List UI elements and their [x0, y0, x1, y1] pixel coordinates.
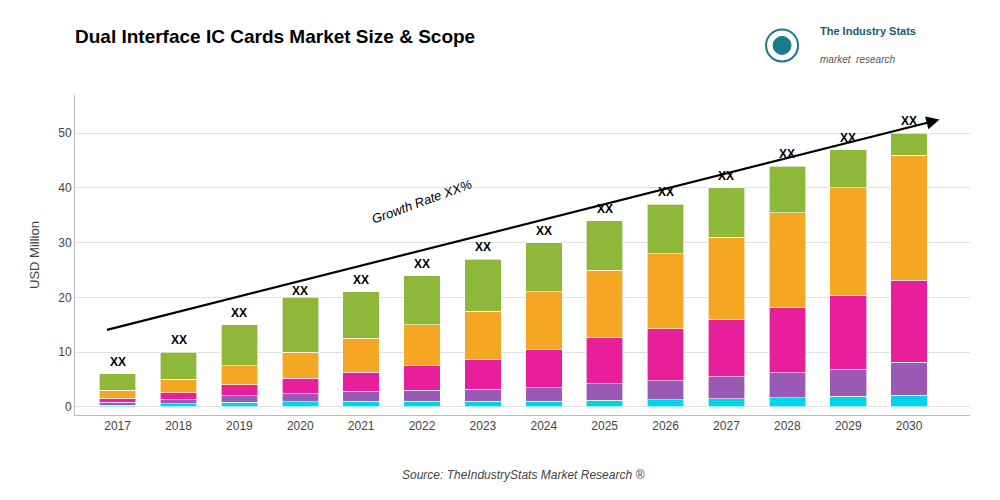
svg-text:USD Million: USD Million [27, 221, 42, 289]
svg-text:XX: XX [475, 240, 491, 254]
svg-text:Dual Interface IC Cards Market: Dual Interface IC Cards Market Size & Sc… [75, 26, 475, 47]
svg-text:2019: 2019 [226, 419, 253, 433]
svg-text:XX: XX [718, 169, 734, 183]
svg-text:2026: 2026 [652, 419, 679, 433]
svg-text:2027: 2027 [713, 419, 740, 433]
svg-text:XX: XX [658, 185, 674, 199]
svg-text:2023: 2023 [470, 419, 497, 433]
svg-text:2025: 2025 [591, 419, 618, 433]
svg-text:2017: 2017 [104, 419, 131, 433]
svg-text:Growth Rate XX%: Growth Rate XX% [370, 176, 474, 226]
svg-text:2021: 2021 [348, 419, 375, 433]
svg-text:2028: 2028 [774, 419, 801, 433]
svg-text:2022: 2022 [409, 419, 436, 433]
svg-text:2018: 2018 [165, 419, 192, 433]
svg-text:XX: XX [779, 147, 795, 161]
svg-text:2030: 2030 [896, 419, 923, 433]
svg-text:XX: XX [353, 273, 369, 287]
svg-text:30: 30 [58, 236, 72, 250]
svg-text:XX: XX [901, 114, 917, 128]
svg-text:Source: TheIndustryStats Marke: Source: TheIndustryStats Market Research… [402, 468, 644, 482]
svg-text:2024: 2024 [530, 419, 557, 433]
svg-text:40: 40 [58, 181, 72, 195]
svg-text:20: 20 [58, 291, 72, 305]
svg-text:0: 0 [65, 400, 72, 414]
svg-text:2020: 2020 [287, 419, 314, 433]
svg-text:XX: XX [536, 224, 552, 238]
svg-text:10: 10 [58, 345, 72, 359]
svg-text:XX: XX [292, 284, 308, 298]
svg-text:XX: XX [840, 131, 856, 145]
svg-text:XX: XX [597, 202, 613, 216]
svg-text:XX: XX [231, 306, 247, 320]
svg-text:XX: XX [171, 333, 187, 347]
svg-text:2029: 2029 [835, 419, 862, 433]
svg-text:50: 50 [58, 126, 72, 140]
svg-text:The Industry Stats: The Industry Stats [820, 25, 916, 37]
svg-text:XX: XX [414, 257, 430, 271]
svg-text:market research: market research [820, 54, 895, 65]
svg-text:XX: XX [110, 355, 126, 369]
